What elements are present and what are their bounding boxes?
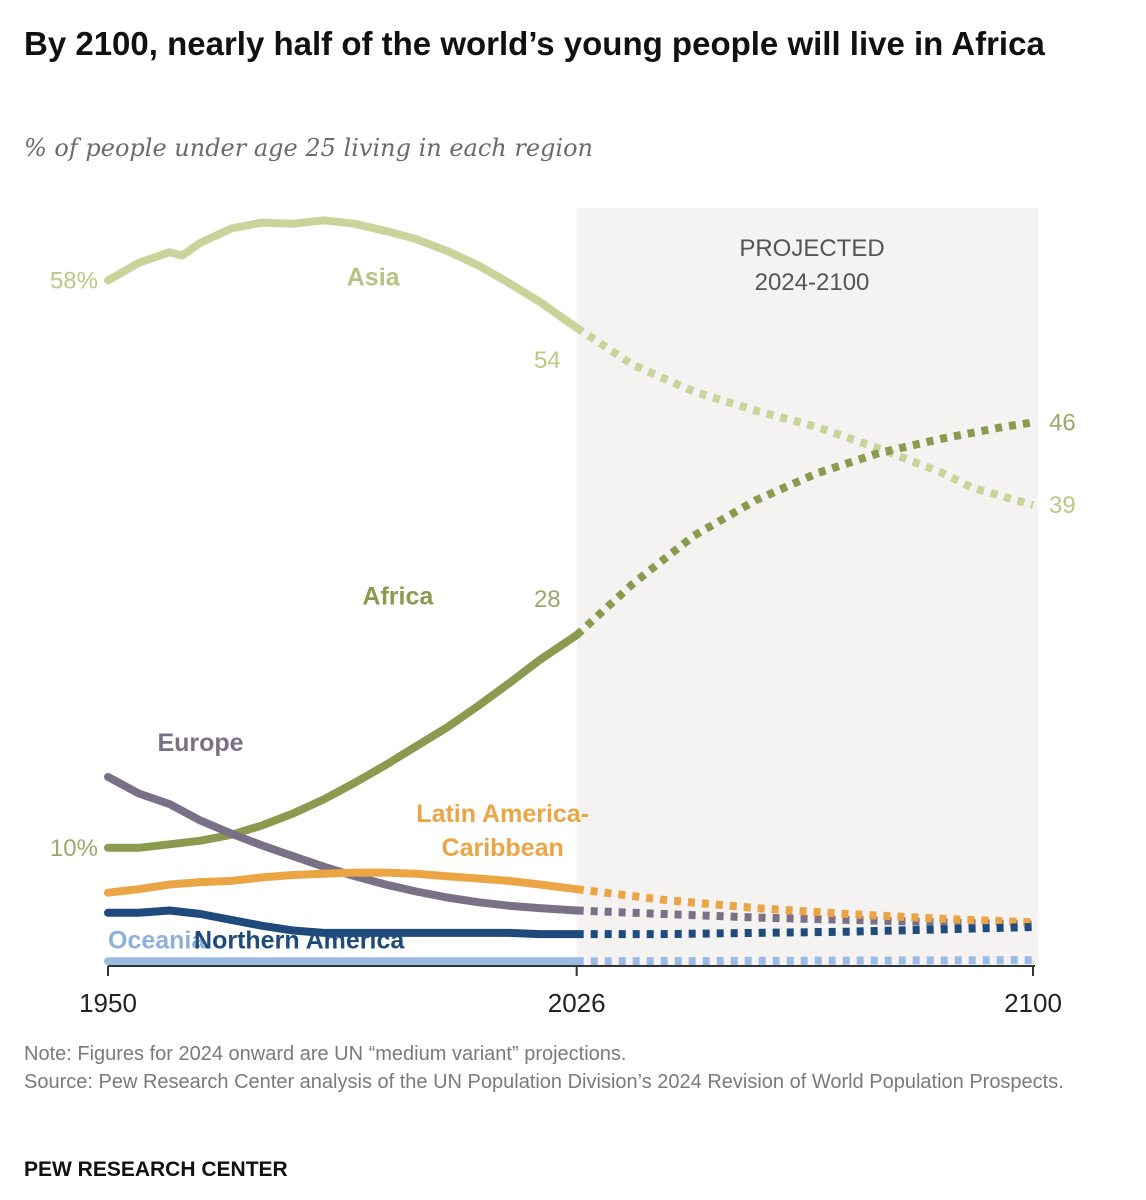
chart-subtitle: % of people under age 25 living in each … [24,134,593,162]
line-asia [104,216,581,332]
line-africa [104,631,581,852]
value-label-africa-1950: 10% [50,835,98,862]
line-northern-america-projected [576,923,1034,939]
line-asia-projected [574,324,1035,509]
value-label-africa-2026: 28 [534,586,561,613]
value-label-asia-2026: 54 [534,347,561,374]
chart-notes: Note: Figures for 2024 onward are UN “me… [24,1040,1114,1096]
series-label-europe: Europe [157,729,243,757]
note-text: Note: Figures for 2024 onward are UN “me… [24,1043,627,1065]
value-label-asia-1950: 58% [50,268,98,295]
projection-shade [576,208,1038,966]
source-text: Source: Pew Research Center analysis of … [24,1071,1064,1093]
line-latin-america-caribbean [104,868,581,897]
series-labels: 58% 54 39 10% 28 46 Asia Africa Europe Latin Amer… [50,263,1076,954]
series-label-africa: Africa [362,582,434,610]
series-label-oceania: Oceania [108,926,206,954]
series-label-latin-america-caribbean: Latin America-Caribbean [416,800,589,862]
series-label-northern-america: Northern America [194,926,405,954]
projected-label-line-1: PROJECTED [739,235,884,262]
publisher-credit: PEW RESEARCH CENTER [24,1158,288,1181]
x-tick-label-2026: 2026 [548,988,606,1018]
line-northern-america [104,906,581,939]
chart-title: By 2100, nearly half of the world’s youn… [24,25,1045,62]
x-axis-ticks: 1950 2026 2100 [79,966,1062,1018]
series-label-asia: Asia [347,263,401,291]
line-africa-projected [573,418,1034,639]
value-label-africa-2100: 46 [1049,409,1076,436]
x-tick-label-1950: 1950 [79,988,137,1018]
projected-label-line-2: 2024-2100 [755,269,870,296]
x-tick-label-2100: 2100 [1004,988,1062,1018]
line-chart: PROJECTED 2024-2100 58% 54 39 10% 28 46 Asia Af… [50,208,1076,1018]
series-lines [104,216,1035,966]
line-latin-america-caribbean-projected [576,885,1034,927]
value-label-asia-2100: 39 [1049,492,1076,519]
line-oceania-projected [576,956,1034,966]
